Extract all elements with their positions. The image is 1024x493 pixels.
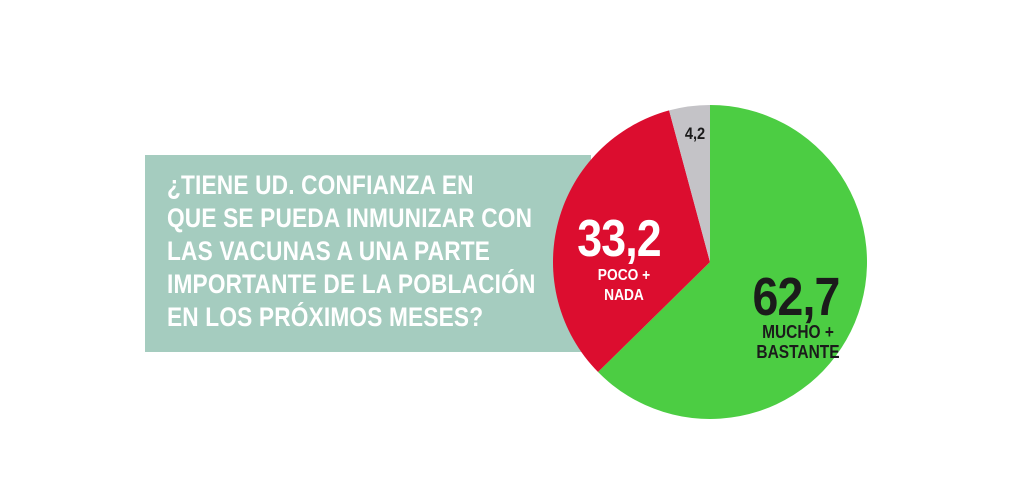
green-slice-label-line-1: MUCHO + [762,322,834,342]
question-line-2: QUE SE PUEDA INMUNIZAR CON [167,203,533,233]
pie-chart-svg [553,105,867,419]
question-box: ¿TIENE UD. CONFIANZA EN QUE SE PUEDA INM… [145,155,591,352]
question-line-1: ¿TIENE UD. CONFIANZA EN [167,170,474,200]
gray-slice-value: 4,2 [684,124,706,143]
question-line-5: EN LOS PRÓXIMOS MESES? [167,302,484,332]
green-slice-label-line-2: BASTANTE [756,342,840,362]
red-slice-label-line-1: POCO + [597,267,651,284]
question-line-4: IMPORTANTE DE LA POBLACIÓN [167,269,536,299]
green-slice-value: 62,7 [752,267,841,327]
question-line-3: LAS VACUNAS A UNA PARTE [167,236,491,266]
red-slice-label: POCO + NADA [598,266,650,306]
red-slice-value: 33,2 [577,210,661,268]
pie-slice-mucho-bastante [598,105,867,419]
question-text: ¿TIENE UD. CONFIANZA EN QUE SE PUEDA INM… [167,169,536,334]
pie-chart: 33,2 POCO + NADA 62,7 MUCHO + BASTANTE 4… [553,105,867,419]
pie-slice-resto [669,105,710,262]
green-slice-label: MUCHO + BASTANTE [756,322,839,362]
red-slice-label-line-2: NADA [604,287,644,304]
pie-slice-poco-nada [553,110,710,373]
